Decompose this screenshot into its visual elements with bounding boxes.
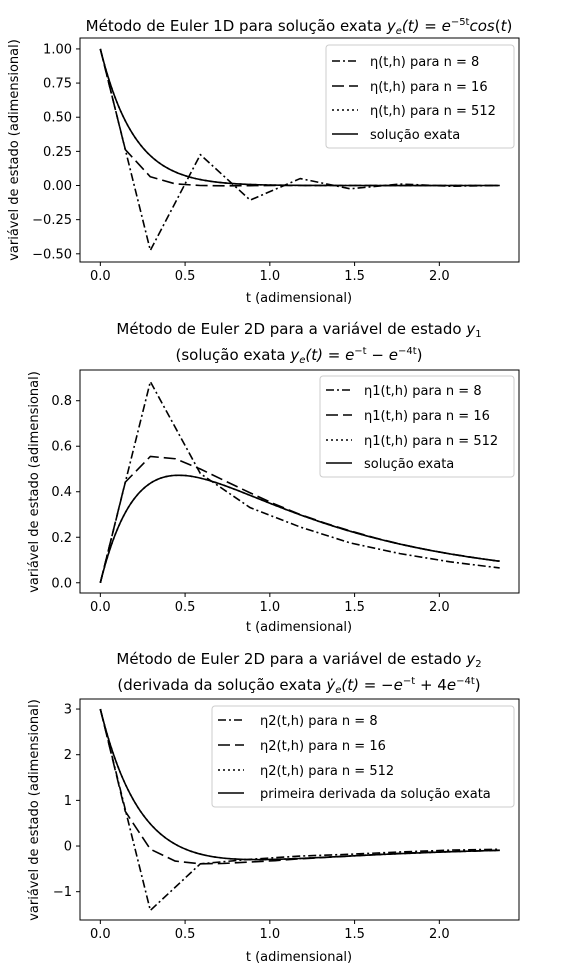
chart-3-ylabel: variável de estado (adimensional) (27, 699, 42, 921)
chart-2-ytick-label-4: 0.8 (51, 394, 72, 409)
chart-1-ytick-label-6: 1.00 (43, 42, 72, 57)
chart-3: Método de Euler 2D para a variável de es… (27, 650, 520, 965)
chart-3-xlabel: t (adimensional) (246, 950, 352, 965)
chart-1-legend-label-0: η(t,h) para n = 8 (370, 55, 479, 70)
chart-1-legend-label-1: η(t,h) para n = 16 (370, 80, 488, 95)
chart-2-legend-label-1: η1(t,h) para n = 16 (364, 409, 490, 424)
chart-2-frame (79, 369, 520, 594)
chart-3-legend-label-1: η2(t,h) para n = 16 (260, 739, 386, 754)
chart-3-legend: η2(t,h) para n = 8 η2(t,h) para n = 16 η… (211, 705, 515, 808)
chart-1-xticks: 0.0 0.5 1.0 1.5 2.0 (90, 262, 450, 284)
chart-3-ytick-label-3: 2 (64, 748, 72, 763)
chart-3-xtick-label-4: 2.0 (429, 927, 450, 942)
chart-3-ytick-label-1: 0 (64, 840, 72, 855)
chart-3-ytick-label-4: 3 (64, 703, 72, 718)
chart-2-series-3 (99, 474, 500, 583)
chart-1-legend-label-3: solução exata (370, 128, 460, 143)
chart-1-xtick-label-3: 1.5 (344, 269, 365, 284)
chart-1-legend-frame (325, 44, 515, 149)
chart-3-legend-frame (211, 705, 515, 808)
chart-3-plot (99, 708, 500, 912)
chart-3-title-line1: Método de Euler 2D para a variável de es… (116, 650, 481, 670)
chart-2-yticks: 0.0 0.2 0.4 0.6 0.8 (51, 394, 80, 591)
chart-1-ytick-label-4: 0.50 (43, 111, 72, 126)
chart-2-xtick-label-1: 0.5 (175, 600, 196, 615)
chart-3-series-0 (99, 708, 500, 912)
chart-3-title-line2: (derivada da solução exata ẏe(t) = −e−t … (117, 676, 480, 696)
chart-2-legend: η1(t,h) para n = 8 η1(t,h) para n = 16 η… (319, 375, 515, 478)
chart-2-series-0 (99, 380, 500, 583)
chart-1-xtick-label-1: 0.5 (175, 269, 196, 284)
chart-3-frame (79, 698, 520, 921)
chart-3-legend-label-2: η2(t,h) para n = 512 (260, 764, 394, 779)
chart-2-title-line1: Método de Euler 2D para a variável de es… (116, 320, 481, 340)
chart-2-title-line2: (solução exata ye(t) = e−t − e−4t) (176, 346, 423, 366)
chart-1-ytick-label-3: 0.25 (43, 145, 72, 160)
chart-1-ylabel: variável de estado (adimensional) (7, 39, 22, 261)
chart-2: Método de Euler 2D para a variável de es… (27, 320, 520, 635)
chart-1-yticks: −0.50 −0.25 0.00 0.25 0.50 0.75 1.00 (32, 42, 80, 262)
chart-1-frame (79, 37, 520, 263)
chart-1-xlabel: t (adimensional) (246, 291, 352, 306)
chart-1-xtick-label-2: 1.0 (259, 269, 280, 284)
chart-3-xtick-label-2: 1.0 (259, 927, 280, 942)
chart-1-xtick-label-4: 2.0 (429, 269, 450, 284)
chart-2-series-1 (99, 455, 500, 583)
chart-2-xtick-label-3: 1.5 (344, 600, 365, 615)
chart-2-legend-label-0: η1(t,h) para n = 8 (364, 384, 482, 399)
chart-1-ytick-label-1: −0.25 (32, 213, 72, 228)
chart-1-xtick-label-0: 0.0 (90, 269, 111, 284)
chart-1-title: Método de Euler 1D para solução exata ye… (86, 17, 513, 37)
chart-2-xticks: 0.0 0.5 1.0 1.5 2.0 (90, 593, 450, 615)
chart-3-ytick-label-0: −1 (53, 885, 72, 900)
chart-1: Método de Euler 1D para solução exata ye… (7, 17, 520, 306)
chart-2-legend-label-3: solução exata (364, 457, 454, 472)
chart-3-ytick-label-2: 1 (64, 794, 72, 809)
chart-1-ytick-label-2: 0.00 (43, 179, 72, 194)
chart-1-series-3 (99, 48, 500, 187)
chart-1-ytick-label-0: −0.50 (32, 247, 72, 262)
chart-1-legend: η(t,h) para n = 8 η(t,h) para n = 16 η(t… (325, 44, 515, 149)
chart-2-ylabel: variável de estado (adimensional) (27, 371, 42, 593)
chart-1-ytick-label-5: 0.75 (43, 77, 72, 92)
chart-3-series-3 (99, 708, 500, 861)
chart-2-ytick-label-2: 0.4 (51, 485, 72, 500)
chart-3-legend-label-0: η2(t,h) para n = 8 (260, 714, 378, 729)
chart-2-xlabel: t (adimensional) (246, 620, 352, 635)
chart-3-xtick-label-0: 0.0 (90, 927, 111, 942)
chart-2-legend-label-2: η1(t,h) para n = 512 (364, 434, 498, 449)
chart-2-xtick-label-2: 1.0 (259, 600, 280, 615)
chart-1-legend-label-2: η(t,h) para n = 512 (370, 104, 496, 119)
chart-3-legend-label-3: primeira derivada da solução exata (260, 787, 491, 802)
chart-2-ytick-label-1: 0.2 (51, 531, 72, 546)
chart-2-xtick-label-0: 0.0 (90, 600, 111, 615)
chart-2-legend-frame (319, 375, 515, 478)
chart-1-plot (99, 48, 500, 252)
chart-2-ytick-label-0: 0.0 (51, 576, 72, 591)
chart-3-yticks: −1 0 1 2 3 (53, 703, 80, 900)
chart-3-xtick-label-1: 0.5 (175, 927, 196, 942)
chart-2-ytick-label-3: 0.6 (51, 440, 72, 455)
chart-3-xticks: 0.0 0.5 1.0 1.5 2.0 (90, 920, 450, 942)
chart-2-xtick-label-4: 2.0 (429, 600, 450, 615)
chart-3-xtick-label-3: 1.5 (344, 927, 365, 942)
chart-2-plot (99, 380, 500, 583)
